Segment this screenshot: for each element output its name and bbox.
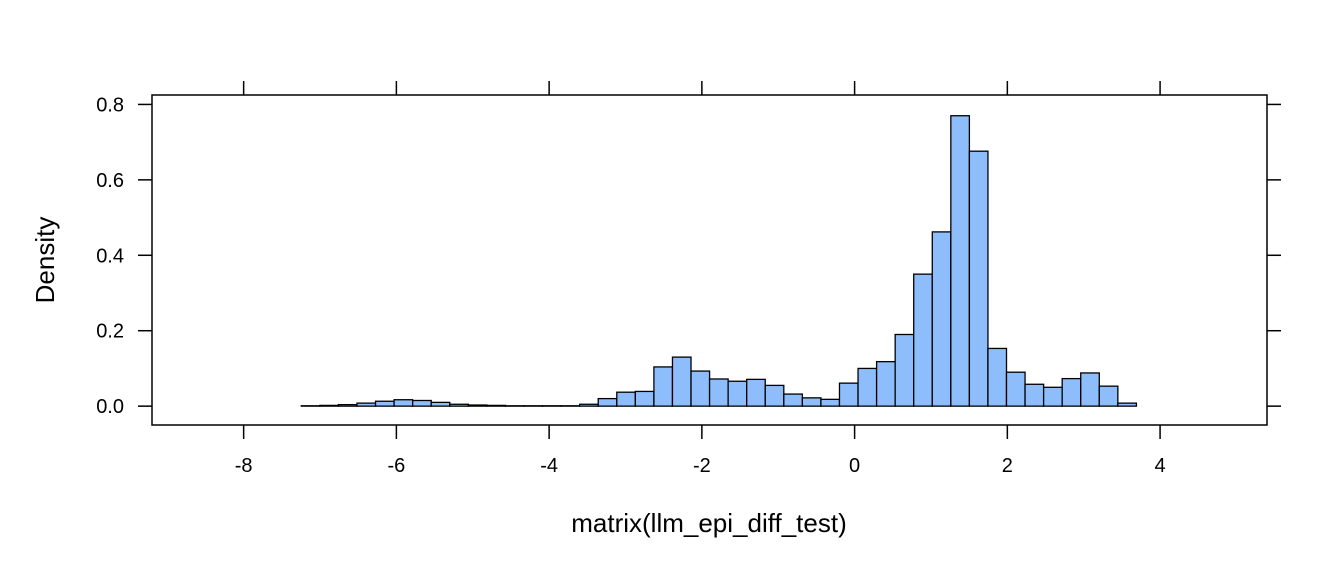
histogram-bar <box>319 404 340 407</box>
y-tick-label: 0.6 <box>96 170 124 192</box>
x-axis: -8 -6 -4 -2 0 2 4 <box>235 81 1166 477</box>
histogram-bar <box>857 367 878 407</box>
histogram-bar <box>337 403 358 407</box>
x-axis-title: matrix(llm_epi_diff_test) <box>571 508 847 538</box>
histogram-bar <box>764 384 785 407</box>
histogram-bar <box>579 403 599 407</box>
histogram-bar <box>1024 383 1045 407</box>
histogram-bar <box>1080 372 1100 407</box>
y-tick-label: 0.0 <box>96 396 124 418</box>
histogram-bar <box>1061 377 1082 407</box>
histogram-bar <box>783 393 804 407</box>
y-axis: 0.0 0.2 0.4 0.6 0.8 <box>96 94 1281 418</box>
histogram-bar <box>987 347 1008 407</box>
histogram-bar <box>1117 402 1138 407</box>
x-tick-label: -6 <box>387 455 405 477</box>
histogram-bar <box>820 398 841 407</box>
x-tick-label: -8 <box>235 455 253 477</box>
histogram-bar <box>1042 386 1063 407</box>
histogram-bar <box>393 399 414 407</box>
histogram-bar <box>690 370 711 407</box>
histogram-bar <box>597 397 618 407</box>
histogram-bar <box>746 378 766 407</box>
histogram-bar <box>801 397 822 407</box>
histogram-bar <box>430 401 451 407</box>
y-tick-label: 0.8 <box>96 94 124 116</box>
x-tick-label: -4 <box>540 455 558 477</box>
y-tick-label: 0.2 <box>96 321 124 343</box>
histogram-bar <box>449 403 469 407</box>
histogram-bar <box>913 273 933 407</box>
histogram-bar <box>467 404 488 407</box>
y-axis-title: Density <box>30 217 60 304</box>
histogram-bar <box>374 400 395 407</box>
histogram-bar <box>616 391 636 407</box>
histogram-bar <box>931 231 952 407</box>
x-tick-label: -2 <box>693 455 711 477</box>
histogram-bar <box>950 115 971 407</box>
histogram-bar <box>671 356 692 407</box>
histogram-bar <box>356 402 377 407</box>
histogram-bar <box>838 382 859 407</box>
histogram-bar <box>727 380 748 407</box>
y-tick-label: 0.4 <box>96 245 124 267</box>
histogram-bars <box>300 115 1138 407</box>
x-tick-label: 0 <box>849 455 860 477</box>
histogram-bar <box>968 150 989 407</box>
histogram-bar <box>634 390 655 407</box>
histogram-bar <box>653 366 674 407</box>
histogram-bar <box>1098 385 1119 407</box>
histogram-bar <box>875 360 896 407</box>
plot-panel <box>151 94 1268 426</box>
x-tick-label: 4 <box>1155 455 1166 477</box>
histogram-bar <box>486 404 507 407</box>
histogram-bar <box>411 399 432 407</box>
x-tick-label: 2 <box>1002 455 1013 477</box>
histogram-bar <box>894 333 915 407</box>
histogram-bar <box>1005 371 1026 407</box>
histogram-bar <box>708 378 729 407</box>
